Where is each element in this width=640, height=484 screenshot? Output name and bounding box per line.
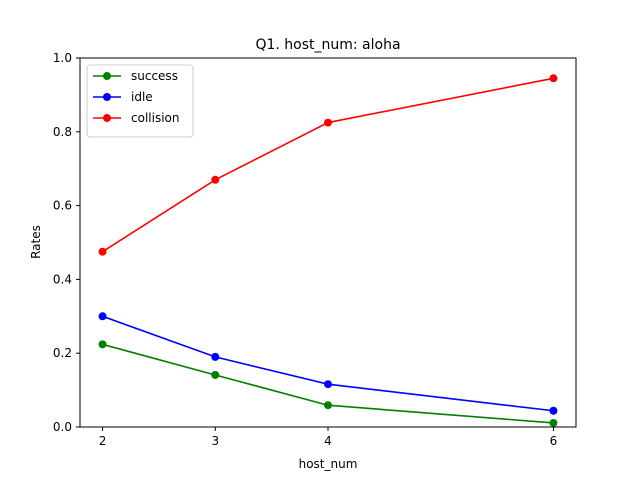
y-tick-label: 0.2: [53, 346, 72, 360]
plot-area: [98, 74, 558, 427]
data-point-idle: [324, 380, 332, 389]
x-tick-label: 4: [324, 434, 332, 448]
x-tick-label: 6: [550, 434, 558, 448]
data-point-collision: [324, 118, 332, 127]
y-axis-label: Rates: [29, 225, 43, 259]
series-line-success: [102, 343, 554, 424]
legend-marker-idle: [103, 93, 111, 101]
series-line-collision: [102, 77, 554, 253]
legend-label-idle: idle: [131, 90, 153, 104]
data-point-collision: [98, 247, 107, 256]
y-tick-label: 0.0: [53, 420, 72, 434]
chart-title: Q1. host_num: aloha: [255, 37, 400, 53]
axes: 2 3 4 6 0.0 0.2 0.4 0.6 0.8 1.0: [53, 51, 577, 448]
data-point-success: [98, 340, 107, 349]
data-point-idle: [549, 406, 558, 415]
y-tick-label: 0.6: [53, 199, 72, 213]
data-point-idle: [211, 352, 220, 361]
data-point-success: [324, 401, 332, 410]
legend-label-collision: collision: [131, 111, 179, 125]
y-tick-label: 0.8: [53, 125, 72, 139]
data-point-collision: [549, 74, 558, 83]
x-tick-label: 3: [211, 434, 219, 448]
y-tick-label: 0.4: [53, 272, 72, 286]
series-line-idle: [102, 315, 554, 412]
data-point-idle: [98, 312, 107, 321]
legend-marker-collision: [103, 114, 111, 122]
legend: success idle collision: [86, 64, 194, 138]
legend-box: [86, 64, 194, 138]
data-point-success: [211, 370, 220, 379]
legend-marker-success: [103, 72, 111, 80]
y-tick-label: 1.0: [53, 51, 72, 65]
x-axis-label: host_num: [299, 457, 358, 471]
x-tick-label: 2: [99, 434, 107, 448]
legend-label-success: success: [131, 69, 178, 83]
data-point-success: [549, 418, 558, 427]
data-point-collision: [211, 175, 220, 184]
